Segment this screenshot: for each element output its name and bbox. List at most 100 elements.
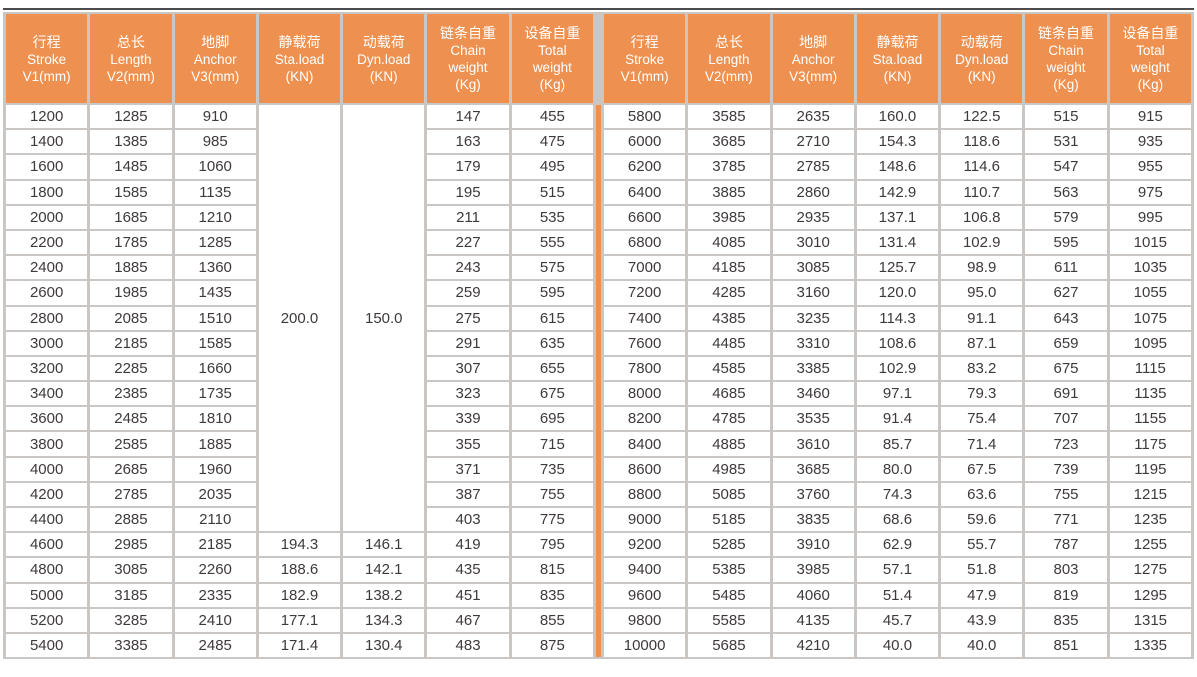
header-line: 静载荷 [876,33,919,50]
header-line: weight [448,60,488,75]
stroke-value: 3400 [6,382,88,406]
total-weight-value: 1055 [1109,281,1191,305]
stroke-value: 9400 [603,558,686,582]
table-row: 4600 2985 2185 194.3 146.1 419 795 9200 5285 3910… [6,533,1191,557]
length-value: 2685 [90,457,172,481]
header-total-weight-right: 设备自重 Total weight (Kg) [1109,14,1191,103]
length-value: 1785 [90,230,172,255]
chain-weight-value: 339 [427,407,509,431]
anchor-value: 3235 [772,306,854,330]
header-total-weight-left: 设备自重 Total weight (Kg) [511,14,593,103]
chain-weight-value: 291 [427,331,509,355]
table-row: 2000 1685 1210 211 535 6600 3985 2935 137.1 106.8… [6,205,1191,229]
stroke-value: 4200 [6,482,88,506]
chain-weight-value: 275 [427,306,509,330]
anchor-value: 3610 [772,432,854,456]
anchor-value: 1210 [174,205,256,229]
chain-weight-value: 739 [1025,457,1107,481]
anchor-value: 2635 [772,105,854,129]
stroke-value: 5000 [6,583,88,607]
dyn-load-value: 146.1 [343,533,425,557]
anchor-value: 2185 [174,533,256,557]
dyn-load-value: 59.6 [941,508,1023,532]
anchor-value: 1960 [174,457,256,481]
total-weight-value: 1295 [1109,583,1191,607]
dyn-load-value: 102.9 [941,230,1023,255]
header-line: 动载荷 [362,33,405,50]
chain-weight-value: 691 [1025,382,1107,406]
chain-weight-value: 803 [1025,558,1107,582]
table-row: 3200 2285 1660 307 655 7800 4585 3385 102.9 83.2 6… [6,356,1191,381]
stroke-value: 2000 [6,205,88,229]
stroke-value: 2400 [6,256,88,280]
header-dyn-load-left: 动载荷 Dyn.load (KN) [343,14,425,103]
sta-load-value: 114.3 [856,306,939,330]
anchor-value: 910 [174,105,256,129]
anchor-value: 3010 [772,230,854,255]
anchor-value: 4210 [772,633,854,658]
stroke-value: 4800 [6,558,88,582]
length-value: 1985 [90,281,172,305]
table-row: 4800 3085 2260 188.6 142.1 435 815 9400 5385 3985… [6,558,1191,582]
anchor-value: 1285 [174,230,256,255]
length-value: 2485 [90,407,172,431]
sta-load-value: 51.4 [856,583,939,607]
sta-load-value: 177.1 [258,608,341,632]
total-weight-value: 1215 [1109,482,1191,506]
stroke-value: 4400 [6,508,88,532]
total-weight-value: 475 [511,130,593,154]
chain-weight-value: 771 [1025,508,1107,532]
sta-load-value: 68.6 [856,508,939,532]
length-value: 5085 [688,482,770,506]
chain-weight-value: 755 [1025,482,1107,506]
dyn-load-value: 95.0 [941,281,1023,305]
chain-weight-value: 307 [427,356,509,381]
stroke-value: 4600 [6,533,88,557]
stroke-value: 5800 [603,105,686,129]
header-sta-load-right: 静载荷 Sta.load (KN) [856,14,939,103]
header-line: 地脚 [201,33,230,50]
total-weight-value: 575 [511,256,593,280]
total-weight-value: 1135 [1109,382,1191,406]
header-anchor-left: 地脚 Anchor V3(mm) [174,14,256,103]
header-line: 动载荷 [960,33,1003,50]
spec-table-body: 1200 1285 910 200.0 150.0 147 455 5800 3585 2635 1… [6,105,1191,658]
dyn-load-value: 63.6 [941,482,1023,506]
header-line: (Kg) [1137,77,1164,92]
total-weight-value: 795 [511,533,593,557]
length-value: 3285 [90,608,172,632]
length-value: 3085 [90,558,172,582]
length-value: 3885 [688,180,770,204]
anchor-value: 1810 [174,407,256,431]
stroke-value: 8600 [603,457,686,481]
anchor-value: 1735 [174,382,256,406]
total-weight-value: 455 [511,105,593,129]
length-value: 3585 [688,105,770,129]
length-value: 1885 [90,256,172,280]
header-line: V2(mm) [704,68,753,84]
chain-weight-value: 243 [427,256,509,280]
stroke-value: 6000 [603,130,686,154]
total-weight-value: 515 [511,180,593,204]
sta-load-value: 131.4 [856,230,939,255]
header-line: V1(mm) [22,68,71,84]
anchor-value: 3985 [772,558,854,582]
header-line: weight [532,60,572,75]
table-row: 5000 3185 2335 182.9 138.2 451 835 9600 5485 4060… [6,583,1191,607]
chain-weight-value: 259 [427,281,509,305]
dyn-load-value: 47.9 [941,583,1023,607]
sta-load-value: 97.1 [856,382,939,406]
total-weight-value: 495 [511,155,593,179]
chain-weight-value: 819 [1025,583,1107,607]
stroke-value: 7000 [603,256,686,280]
total-weight-value: 1275 [1109,558,1191,582]
dyn-load-value: 130.4 [343,633,425,658]
anchor-value: 1135 [174,180,256,204]
dyn-load-merged-value: 150.0 [343,105,425,532]
length-value: 5485 [688,583,770,607]
total-weight-value: 715 [511,432,593,456]
total-weight-value: 835 [511,583,593,607]
stroke-value: 3800 [6,432,88,456]
total-weight-value: 915 [1109,105,1191,129]
total-weight-value: 675 [511,382,593,406]
